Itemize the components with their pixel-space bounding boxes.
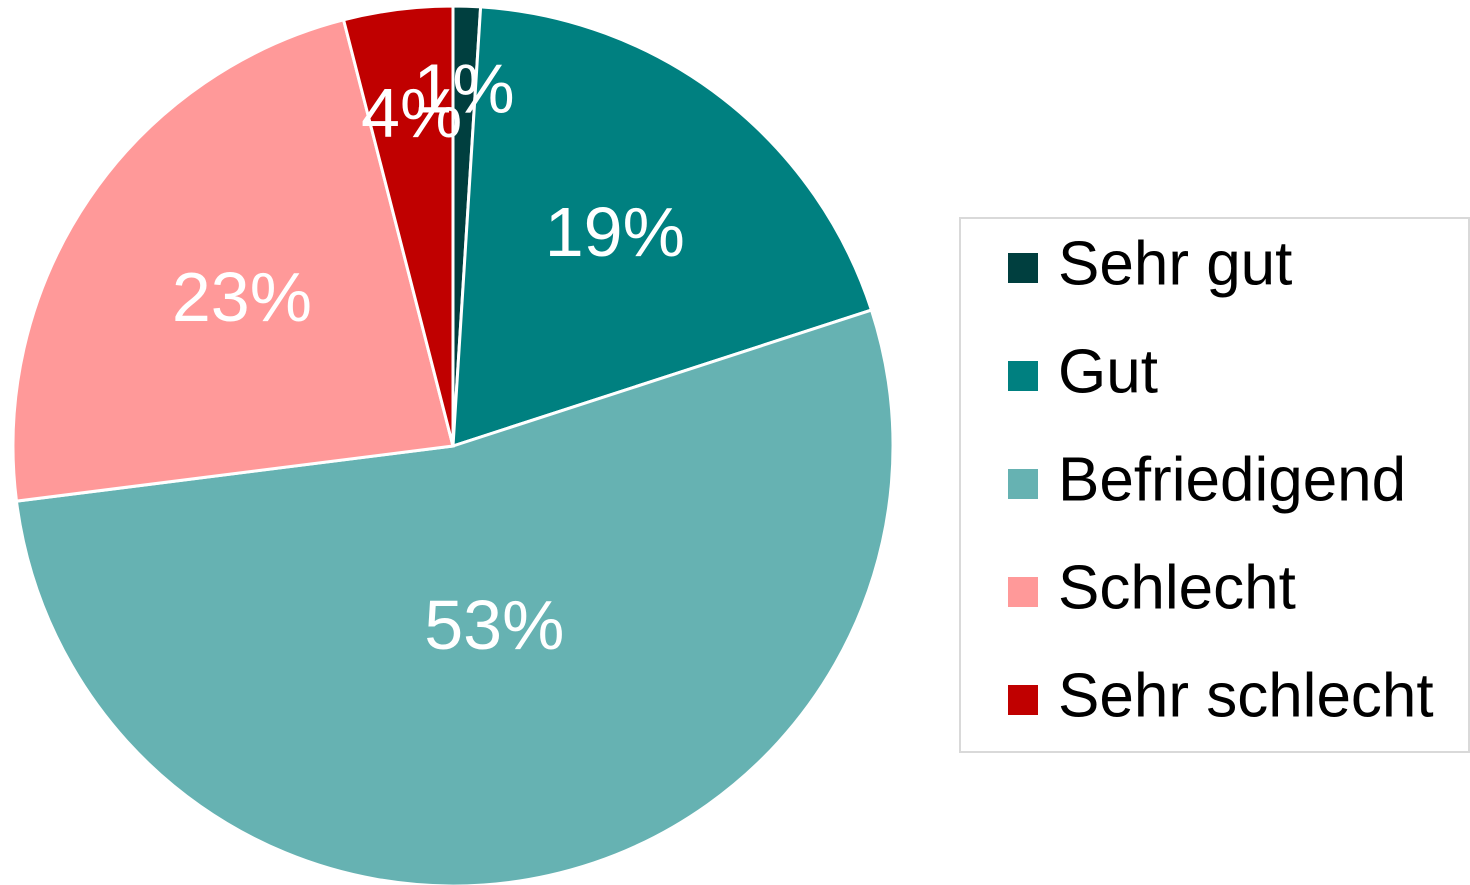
legend-label: Schlecht xyxy=(1058,553,1296,622)
legend-swatch xyxy=(1008,685,1038,715)
slice-label: 4% xyxy=(361,74,462,152)
legend-label: Sehr gut xyxy=(1058,229,1292,298)
pie-slice xyxy=(341,4,455,447)
legend-label: Sehr schlecht xyxy=(1058,661,1434,730)
legend-swatch xyxy=(1008,361,1038,391)
legend-swatch xyxy=(1008,253,1038,283)
pie-slice xyxy=(14,308,895,885)
slice-label: 19% xyxy=(545,193,685,271)
legend-swatch xyxy=(1008,469,1038,499)
pie-slice xyxy=(11,17,455,503)
legend-box xyxy=(959,217,1470,753)
pie-slice xyxy=(451,5,874,449)
slice-label: 23% xyxy=(172,258,312,336)
legend-label: Befriedigend xyxy=(1058,445,1406,514)
slice-label: 53% xyxy=(424,586,564,664)
slice-label: 1% xyxy=(413,50,514,128)
legend-swatch xyxy=(1008,577,1038,607)
legend-label: Gut xyxy=(1058,337,1158,406)
